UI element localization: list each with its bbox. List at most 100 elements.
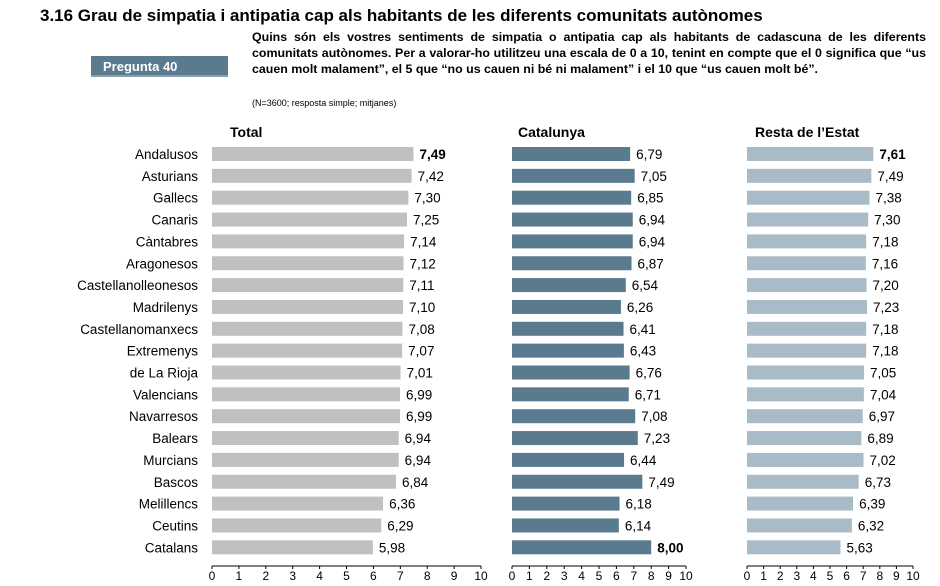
sample-note: (N=3600; resposta simple; mitjanes) <box>252 98 397 108</box>
x-tick-label: 0 <box>209 569 216 583</box>
data-label: 7,49 <box>419 147 445 162</box>
bar <box>512 234 633 249</box>
data-label: 7,23 <box>644 431 670 446</box>
data-label: 7,49 <box>648 475 674 490</box>
bar <box>747 147 874 161</box>
x-tick-label: 4 <box>810 569 817 583</box>
bar <box>512 496 620 511</box>
data-label: 7,08 <box>408 322 434 337</box>
data-label: 7,10 <box>409 300 435 315</box>
category-label: Extremenys <box>127 344 199 359</box>
x-tick-label: 9 <box>665 569 672 583</box>
data-label: 7,18 <box>872 322 898 337</box>
data-label: 6,94 <box>639 234 666 249</box>
bar <box>212 256 404 271</box>
bar <box>212 409 401 424</box>
data-label: 7,20 <box>873 278 899 293</box>
bar <box>512 365 630 380</box>
bar <box>512 147 631 161</box>
data-label: 6,32 <box>858 518 884 533</box>
x-tick-label: 0 <box>744 569 751 583</box>
bar <box>512 212 633 227</box>
data-label: 6,85 <box>637 191 663 206</box>
data-label: 6,71 <box>635 387 661 402</box>
x-tick-label: 3 <box>289 569 296 583</box>
category-label: Bascos <box>154 475 199 490</box>
data-label: 8,00 <box>657 540 683 555</box>
data-label: 6,79 <box>636 147 662 162</box>
data-label: 5,63 <box>846 540 872 555</box>
x-tick-label: 1 <box>236 569 243 583</box>
bar <box>512 299 621 314</box>
data-label: 7,18 <box>872 234 898 249</box>
bar <box>512 168 635 183</box>
category-label: Balears <box>152 431 198 446</box>
data-label: 7,08 <box>641 409 667 424</box>
data-label: 6,39 <box>859 497 885 512</box>
bar <box>747 212 869 227</box>
data-label: 7,01 <box>407 366 433 381</box>
data-label: 6,94 <box>405 453 432 468</box>
bar <box>212 343 403 358</box>
data-label: 6,97 <box>869 409 895 424</box>
series-title: Total <box>230 124 262 140</box>
x-tick-label: 9 <box>893 569 900 583</box>
data-label: 7,38 <box>876 191 902 206</box>
bar <box>747 474 859 489</box>
bar <box>512 343 624 358</box>
bar <box>512 431 638 446</box>
x-tick-label: 5 <box>827 569 834 583</box>
page-title: 3.16 Grau de simpatia i antipatia cap al… <box>40 6 763 25</box>
data-label: 7,05 <box>641 169 667 184</box>
category-label: Murcians <box>143 453 198 468</box>
x-tick-label: 7 <box>397 569 404 583</box>
bar <box>512 518 619 533</box>
bar <box>747 387 864 402</box>
bar <box>212 518 382 533</box>
bar <box>212 278 404 293</box>
data-label: 7,07 <box>408 344 434 359</box>
bar <box>747 343 867 358</box>
x-tick-label: 2 <box>777 569 784 583</box>
x-tick-label: 4 <box>316 569 323 583</box>
x-tick-label: 3 <box>561 569 568 583</box>
bar <box>212 299 403 314</box>
data-label: 7,04 <box>870 387 897 402</box>
data-label: 6,94 <box>405 431 432 446</box>
data-label: 6,94 <box>639 213 666 228</box>
category-label: Melillencs <box>139 497 199 512</box>
x-tick-label: 4 <box>578 569 585 583</box>
data-label: 7,42 <box>418 169 444 184</box>
bar <box>212 431 399 446</box>
bar <box>512 409 636 424</box>
bar <box>212 147 414 161</box>
x-tick-label: 3 <box>793 569 800 583</box>
x-tick-label: 6 <box>843 569 850 583</box>
question-badge: Pregunta 40 <box>91 56 228 77</box>
data-label: 6,54 <box>632 278 659 293</box>
x-tick-label: 8 <box>424 569 431 583</box>
x-tick-label: 6 <box>613 569 620 583</box>
category-label: Gallecs <box>153 191 198 206</box>
bar <box>747 452 864 467</box>
data-label: 7,11 <box>409 278 434 293</box>
x-tick-label: 8 <box>648 569 655 583</box>
bar <box>747 496 854 511</box>
x-tick-label: 2 <box>543 569 550 583</box>
category-label: Valencians <box>133 387 198 402</box>
category-label: Càntabres <box>136 234 199 249</box>
data-label: 6,87 <box>638 256 664 271</box>
bar <box>747 365 865 380</box>
data-label: 6,18 <box>626 497 652 512</box>
data-label: 6,44 <box>630 453 657 468</box>
category-label: Castellanomanxecs <box>80 322 198 337</box>
data-label: 6,99 <box>406 409 432 424</box>
x-tick-label: 9 <box>451 569 458 583</box>
x-tick-label: 8 <box>876 569 883 583</box>
category-label: Castellanolleonesos <box>77 278 198 293</box>
bar <box>747 299 868 314</box>
x-tick-label: 7 <box>860 569 867 583</box>
bar <box>512 190 632 205</box>
data-label: 6,29 <box>387 518 413 533</box>
